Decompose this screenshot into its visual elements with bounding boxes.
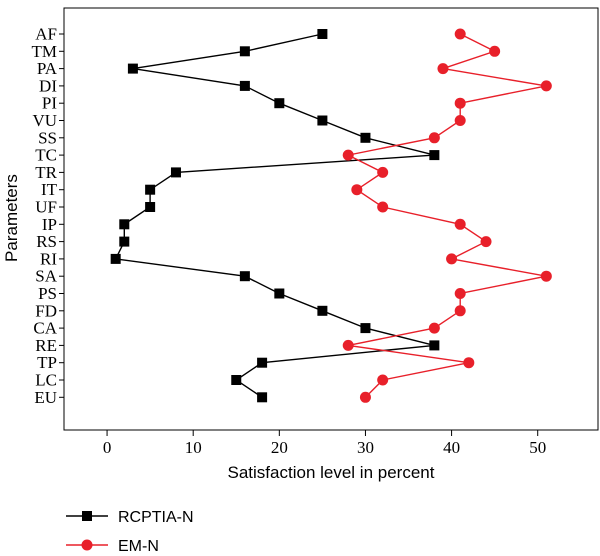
series-rcptia-n xyxy=(110,29,440,403)
y-tick-label: CA xyxy=(33,319,57,338)
data-point-em-n xyxy=(377,166,389,178)
data-point-rcptia-n xyxy=(127,63,138,74)
y-tick-label: AF xyxy=(35,25,57,44)
data-point-em-n xyxy=(540,80,552,92)
data-point-rcptia-n xyxy=(231,375,242,385)
data-point-em-n xyxy=(454,97,466,109)
y-tick-label: PA xyxy=(37,59,58,78)
data-point-rcptia-n xyxy=(239,46,250,57)
y-tick-label: TP xyxy=(37,353,57,372)
data-point-em-n xyxy=(489,45,501,57)
legend-marker-em-n xyxy=(81,539,93,551)
data-point-rcptia-n xyxy=(170,167,181,178)
y-tick-label: IT xyxy=(41,180,58,199)
data-point-em-n xyxy=(428,132,440,144)
y-axis-title: Parameters xyxy=(2,174,21,262)
x-axis-title: Satisfaction level in percent xyxy=(228,463,435,482)
data-point-em-n xyxy=(540,270,552,282)
data-point-em-n xyxy=(377,374,389,386)
y-tick-label: TM xyxy=(32,42,58,61)
data-point-rcptia-n xyxy=(360,323,371,334)
y-tick-label: VU xyxy=(32,111,57,130)
legend-label-em-n: EM-N xyxy=(118,538,159,555)
data-point-rcptia-n xyxy=(145,202,156,212)
data-point-em-n xyxy=(437,63,449,75)
legend: RCPTIA-N EM-N xyxy=(66,509,194,555)
data-point-rcptia-n xyxy=(257,357,268,368)
y-tick-label: PI xyxy=(42,94,57,113)
x-tick-label: 0 xyxy=(103,438,112,457)
y-tick-label: DI xyxy=(39,76,57,95)
y-tick-label: RI xyxy=(40,249,57,268)
data-point-rcptia-n xyxy=(317,29,328,39)
series-line-rcptia-n xyxy=(114,33,435,398)
y-tick-label: IP xyxy=(42,215,57,234)
data-point-em-n xyxy=(454,115,466,126)
data-point-em-n xyxy=(446,253,458,265)
y-tick-label: SA xyxy=(35,267,57,286)
data-point-rcptia-n xyxy=(145,184,156,195)
y-tick-label: RE xyxy=(35,336,57,355)
y-tick-label: TR xyxy=(35,163,57,182)
data-point-rcptia-n xyxy=(110,253,121,264)
x-axis: 0 10 20 30 40 50 xyxy=(103,430,546,457)
data-point-rcptia-n xyxy=(239,271,250,282)
data-point-rcptia-n xyxy=(360,132,371,143)
x-tick-label: 10 xyxy=(185,438,202,457)
series-em-n xyxy=(342,28,552,403)
data-point-rcptia-n xyxy=(119,236,130,247)
y-tick-label: UF xyxy=(35,198,57,217)
plot-frame xyxy=(63,7,599,431)
y-tick-label: PS xyxy=(38,284,57,303)
data-point-em-n xyxy=(454,28,466,40)
data-point-rcptia-n xyxy=(317,115,328,126)
data-point-em-n xyxy=(454,288,466,299)
y-tick-label: SS xyxy=(38,128,57,147)
data-point-em-n xyxy=(428,322,440,334)
data-point-em-n xyxy=(359,391,371,403)
series-line-em-n xyxy=(346,33,547,398)
y-tick-label: FD xyxy=(35,301,57,320)
y-tick-label: TC xyxy=(35,146,57,165)
series-layer xyxy=(110,28,552,403)
x-tick-label: 30 xyxy=(357,438,374,457)
data-point-em-n xyxy=(480,236,492,248)
data-point-em-n xyxy=(342,149,354,161)
data-point-em-n xyxy=(342,339,354,351)
data-point-rcptia-n xyxy=(257,392,268,403)
y-tick-label: RS xyxy=(36,232,57,251)
data-point-rcptia-n xyxy=(429,340,440,351)
legend-marker-rcptia-n xyxy=(82,511,92,521)
x-tick-label: 20 xyxy=(271,438,288,457)
data-point-em-n xyxy=(377,201,389,213)
data-point-rcptia-n xyxy=(317,305,328,316)
data-point-em-n xyxy=(454,305,466,317)
y-axis: AFTMPADIPIVUSSTCTRITUFIPRSRISAPSFDCARETP… xyxy=(32,25,64,407)
data-point-rcptia-n xyxy=(239,80,250,91)
data-point-rcptia-n xyxy=(119,219,130,230)
x-tick-label: 50 xyxy=(529,438,546,457)
data-point-rcptia-n xyxy=(274,288,285,299)
data-point-rcptia-n xyxy=(429,150,440,161)
data-point-em-n xyxy=(463,357,475,369)
data-point-em-n xyxy=(351,184,363,196)
legend-label-rcptia-n: RCPTIA-N xyxy=(118,509,194,526)
y-tick-label: EU xyxy=(34,388,57,407)
data-point-rcptia-n xyxy=(274,98,285,109)
data-point-em-n xyxy=(454,218,466,230)
y-tick-label: LC xyxy=(35,371,57,390)
x-tick-label: 40 xyxy=(443,438,460,457)
